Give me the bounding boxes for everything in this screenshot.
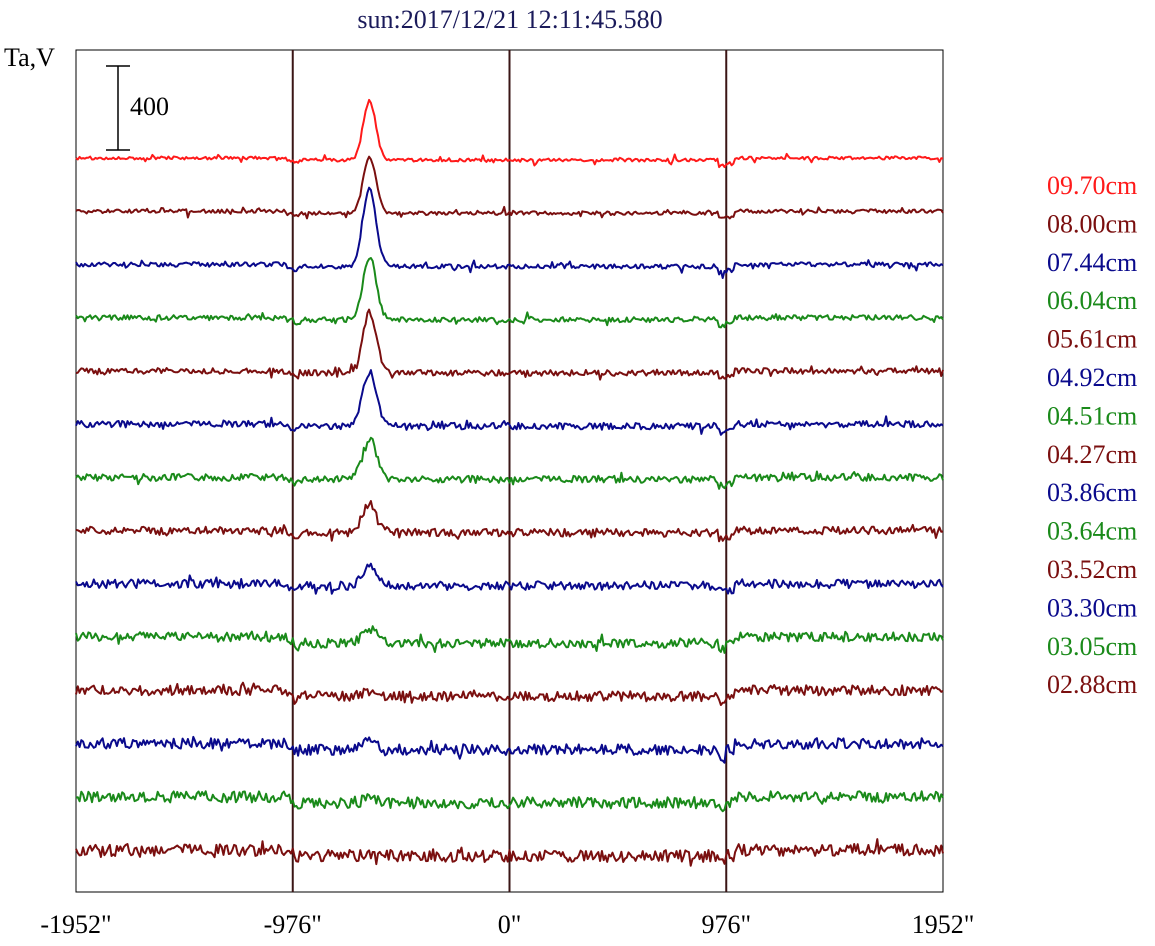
legend-entry: 03.05cm: [1047, 632, 1137, 661]
chart-title: sun:2017/12/21 12:11:45.580: [357, 5, 662, 34]
scale-bar-label: 400: [130, 92, 169, 121]
series-line: [75, 562, 944, 595]
legend-entry: 02.88cm: [1047, 670, 1137, 699]
vertical-markers: [291, 50, 728, 892]
series-line: [75, 790, 944, 813]
legend-entry: 04.27cm: [1047, 440, 1137, 469]
series-line: [75, 98, 944, 169]
x-tick-label: -1952": [40, 910, 111, 939]
series-line: [75, 257, 944, 329]
series-line: [75, 500, 944, 543]
series-line: [75, 308, 944, 381]
y-axis-label: Ta,V: [4, 43, 55, 72]
legend-entry: 04.92cm: [1047, 363, 1137, 392]
legend-entry: 03.86cm: [1047, 478, 1137, 507]
x-tick-label: 976": [701, 910, 751, 939]
legend-entry: 03.30cm: [1047, 593, 1137, 622]
legend-entry: 08.00cm: [1047, 209, 1137, 238]
series-line: [75, 436, 944, 490]
series-line: [75, 155, 944, 220]
scale-bar: 400: [106, 65, 169, 151]
legend-entry: 03.52cm: [1047, 555, 1137, 584]
legend-entry: 06.04cm: [1047, 286, 1137, 315]
legend-entry: 09.70cm: [1047, 171, 1137, 200]
legend-entry: 03.64cm: [1047, 517, 1137, 546]
legend-entry: 07.44cm: [1047, 248, 1137, 277]
x-tick-label: 1952": [912, 910, 975, 939]
x-tick-label: 0": [498, 910, 522, 939]
series-line: [75, 681, 944, 706]
series-line: [75, 735, 944, 764]
series-lines: [75, 98, 944, 867]
legend: 09.70cm 08.00cm 07.44cm 06.04cm 05.61cm 04.92…: [1047, 171, 1137, 699]
legend-entry: 05.61cm: [1047, 325, 1137, 354]
series-line: [75, 369, 944, 436]
series-line: [75, 838, 944, 867]
series-line: [75, 625, 944, 654]
x-tick-label: -976": [264, 910, 322, 939]
series-line: [75, 186, 944, 279]
x-tick-labels: -1952" -976" 0" 976" 1952": [40, 910, 974, 939]
legend-entry: 04.51cm: [1047, 401, 1137, 430]
